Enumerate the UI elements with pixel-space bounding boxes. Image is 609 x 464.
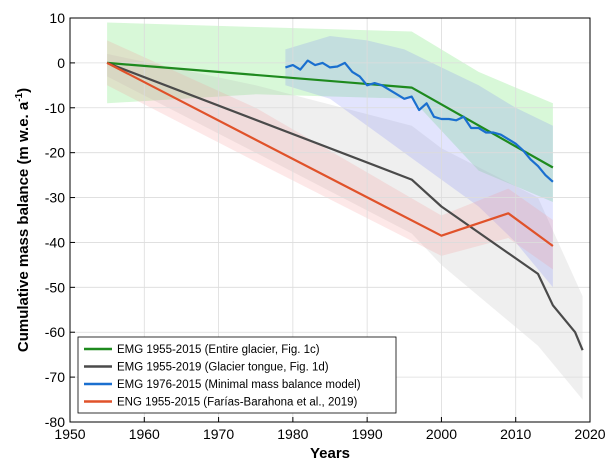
x-tick-label-2020: 2020: [574, 426, 605, 442]
series-line-1: [107, 61, 554, 169]
y-tick-label--50: -50: [45, 279, 65, 295]
legend-items: EMG 1955-2015 (Entire glacier, Fig. 1c) E…: [84, 344, 361, 409]
y-tick-label--30: -30: [45, 190, 65, 206]
x-tick-label-1960: 1960: [129, 426, 160, 442]
legend-box: [77, 336, 397, 414]
x-tick-label-1970: 1970: [203, 426, 234, 442]
axis-ticks: [69, 17, 591, 423]
y-axis-title-superscript: -1: [14, 92, 25, 101]
x-tick-label-2010: 2010: [500, 426, 531, 442]
y-tick-label--20: -20: [45, 145, 65, 161]
series-line-4: [106, 61, 554, 247]
legend: EMG 1955-2015 (Entire glacier, Fig. 1c) E…: [77, 336, 397, 414]
y-axis-title-main: Cumulative mass balance (m w.e. a: [15, 101, 32, 352]
legend-label-4: ENG 1955-2015 (Farías-Barahona et al., 2…: [117, 397, 358, 409]
y-tick-label-10: 10: [49, 10, 65, 26]
x-tick-labels: 1950 1960 1970 1980 1990 2000 2010 2020: [54, 426, 605, 442]
y-tick-label--10: -10: [45, 100, 65, 116]
y-tick-label--80: -80: [45, 414, 65, 430]
plot-frame: [69, 17, 591, 423]
y-axis-title: Cumulative mass balance (m w.e. a-1): [14, 88, 32, 352]
x-tick-label-2000: 2000: [426, 426, 457, 442]
x-tick-label-1950: 1950: [54, 426, 85, 442]
y-tick-label--70: -70: [45, 369, 65, 385]
y-tick-labels: 10 0 -10 -20 -30 -40 -50 -60 -70 -80: [45, 10, 65, 430]
series-lines: [106, 59, 584, 351]
legend-label-3: EMG 1976-2015 (Minimal mass balance mode…: [117, 379, 361, 391]
series-line-3: [285, 59, 554, 183]
series-line-2: [106, 61, 584, 351]
legend-label-1: EMG 1955-2015 (Entire glacier, Fig. 1c): [117, 344, 320, 356]
legend-label-2: EMG 1955-2019 (Glacier tongue, Fig. 1d): [117, 362, 329, 374]
y-tick-label--60: -60: [45, 324, 65, 340]
x-axis-title: Years: [310, 445, 350, 462]
x-tick-label-1990: 1990: [352, 426, 383, 442]
y-axis-title-suffix: ): [15, 88, 32, 93]
y-tick-label-0: 0: [57, 55, 65, 71]
y-tick-label--40: -40: [45, 234, 65, 250]
band-3-emg-1976-2015-minima: [285, 36, 553, 288]
x-tick-label-1980: 1980: [277, 426, 308, 442]
